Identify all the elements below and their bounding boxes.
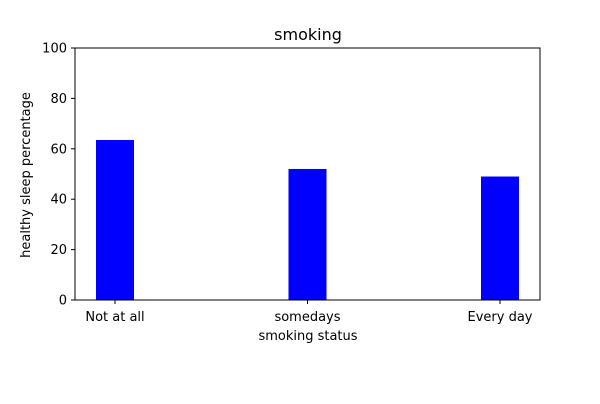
x-axis-label: smoking status	[258, 329, 357, 344]
bar-every-day	[481, 176, 519, 300]
y-tick-label: 40	[50, 193, 67, 208]
x-tick-label: somedays	[274, 310, 340, 325]
x-tick-label: Not at all	[85, 310, 144, 325]
y-tick-label: 60	[50, 142, 67, 157]
y-axis-label: healthy sleep percentage	[19, 92, 34, 258]
y-axis-ticks: 0 20 40 60 80 100	[42, 42, 75, 309]
x-axis-ticks: Not at all somedays Every day	[85, 300, 533, 325]
chart-title: smoking	[274, 25, 342, 44]
bar-somedays	[288, 168, 327, 300]
y-tick-label: 100	[42, 42, 67, 57]
x-tick-label: Every day	[468, 310, 533, 325]
bar-not-at-all	[96, 139, 134, 300]
y-tick-label: 0	[59, 294, 67, 309]
y-tick-label: 20	[50, 243, 67, 258]
y-tick-label: 80	[50, 92, 67, 107]
bars-group	[96, 139, 519, 300]
